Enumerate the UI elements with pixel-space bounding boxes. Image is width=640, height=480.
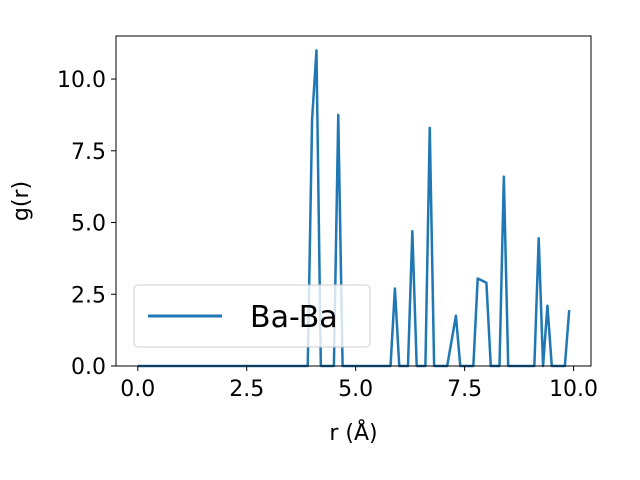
- y-tick-label: 7.5: [71, 140, 106, 165]
- tick-layer: 0.0 2.5 5.0 7.5 10.0 0.0 2.5 5.0 7.5 10.0: [57, 68, 598, 402]
- legend: Ba-Ba: [133, 284, 371, 348]
- y-tick-label: 5.0: [71, 212, 106, 237]
- x-tick-label: 10.0: [549, 377, 598, 402]
- y-tick-label: 10.0: [57, 68, 106, 93]
- plot-frame: [115, 35, 592, 367]
- legend-box: [133, 284, 371, 348]
- x-tick-label: 2.5: [229, 377, 264, 402]
- y-tick-label: 0.0: [71, 355, 106, 380]
- x-tick-label: 5.0: [338, 377, 373, 402]
- x-tick-label: 0.0: [120, 377, 155, 402]
- y-tick-label: 2.5: [71, 283, 106, 308]
- legend-label: Ba-Ba: [250, 300, 338, 335]
- x-axis-label: r (Å): [329, 419, 377, 446]
- y-axis-label: g(r): [9, 181, 34, 221]
- x-tick-label: 7.5: [447, 377, 482, 402]
